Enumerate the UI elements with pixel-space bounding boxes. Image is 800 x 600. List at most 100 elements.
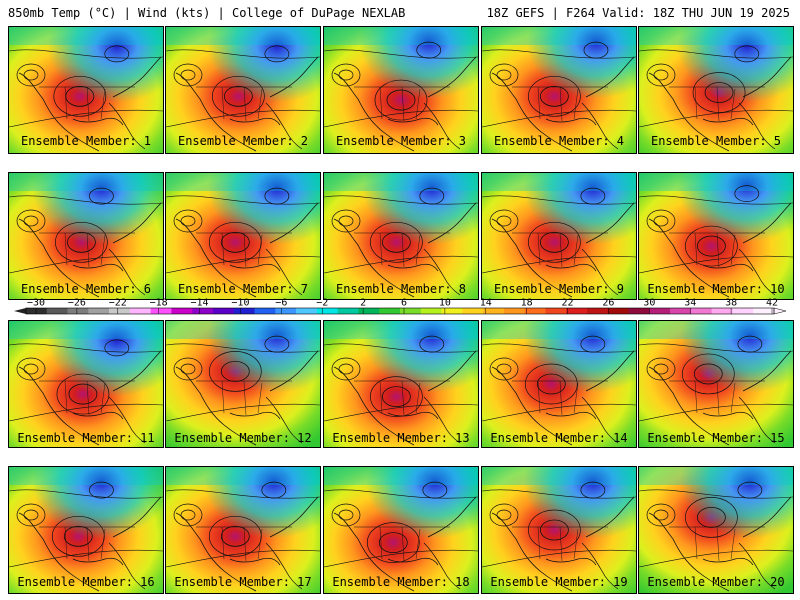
map-panel-member-9: [481, 172, 637, 300]
legend-swatch: [483, 308, 505, 314]
member-caption: Ensemble Member: 15: [647, 431, 785, 445]
map-panel-member-7: [165, 172, 321, 300]
member-caption: Ensemble Member: 17: [174, 575, 312, 589]
map-panel-member-14: [481, 320, 637, 448]
member-caption: Ensemble Member: 13: [332, 431, 470, 445]
legend-tick-label: 38: [725, 298, 737, 309]
legend-right-arrow: [773, 307, 787, 315]
member-caption: Ensemble Member: 14: [490, 431, 628, 445]
legend-swatch: [26, 308, 48, 314]
temperature-map: [639, 321, 793, 447]
temperature-map: [482, 467, 636, 593]
legend-swatch: [379, 308, 401, 314]
temperature-map: [639, 173, 793, 299]
legend-swatch: [358, 308, 380, 314]
member-caption: Ensemble Member: 12: [174, 431, 312, 445]
legend-tick-label: −6: [275, 298, 287, 309]
member-caption: Ensemble Member: 1: [20, 134, 152, 148]
member-caption: Ensemble Member: 19: [490, 575, 628, 589]
legend-tick-label: −30: [27, 298, 45, 309]
legend-tick-label: −18: [150, 298, 168, 309]
member-caption: Ensemble Member: 6: [20, 282, 152, 296]
legend-swatch: [192, 308, 214, 314]
temperature-map: [9, 173, 163, 299]
map-panel-member-11: [8, 320, 164, 448]
member-caption: Ensemble Member: 9: [493, 282, 625, 296]
map-panel-member-10: [638, 172, 794, 300]
legend-swatch: [254, 308, 276, 314]
map-panel-member-16: [8, 466, 164, 594]
legend-swatch: [46, 308, 68, 314]
legend-swatch: [545, 308, 567, 314]
temperature-map: [9, 27, 163, 153]
legend-tick-label: 26: [602, 298, 614, 309]
legend-swatch: [670, 308, 692, 314]
legend-swatch: [400, 308, 422, 314]
map-panel-member-8: [323, 172, 479, 300]
map-panel-member-17: [165, 466, 321, 594]
map-panel-member-6: [8, 172, 164, 300]
map-panel-member-15: [638, 320, 794, 448]
legend-tick-label: −22: [109, 298, 127, 309]
legend-tick-label: 2: [360, 298, 366, 309]
temperature-map: [166, 27, 320, 153]
temperature-map: [639, 467, 793, 593]
legend-swatch: [213, 308, 235, 314]
temperature-map: [482, 27, 636, 153]
header-title: 850mb Temp (°C) | Wind (kts) | College o…: [8, 6, 406, 20]
legend-swatch: [337, 308, 359, 314]
map-panel-member-18: [323, 466, 479, 594]
legend-swatch: [275, 308, 297, 314]
legend-swatch: [628, 308, 650, 314]
legend-tick-label: 6: [401, 298, 407, 309]
legend-swatch: [524, 308, 546, 314]
legend-swatch: [503, 308, 525, 314]
legend-swatch: [109, 308, 131, 314]
temperature-map: [166, 321, 320, 447]
legend-tick-label: 14: [480, 298, 492, 309]
legend-swatch: [732, 308, 754, 314]
temperature-map: [639, 27, 793, 153]
temperature-map: [9, 467, 163, 593]
map-panel-member-5: [638, 26, 794, 154]
legend-tick-label: 22: [562, 298, 574, 309]
temperature-map: [324, 321, 478, 447]
temperature-map: [166, 173, 320, 299]
member-caption: Ensemble Member: 11: [17, 431, 155, 445]
temperature-map: [324, 173, 478, 299]
temperature-map: [482, 173, 636, 299]
legend-swatch: [150, 308, 172, 314]
temperature-map: [324, 27, 478, 153]
map-panel-member-1: [8, 26, 164, 154]
member-caption: Ensemble Member: 2: [177, 134, 309, 148]
member-caption: Ensemble Member: 7: [177, 282, 309, 296]
member-caption: Ensemble Member: 4: [493, 134, 625, 148]
legend-tick-label: −14: [191, 298, 209, 309]
map-panel-member-19: [481, 466, 637, 594]
temperature-map: [324, 467, 478, 593]
legend-swatch: [88, 308, 110, 314]
legend-swatch: [171, 308, 193, 314]
legend-swatch: [711, 308, 733, 314]
legend-tick-label: −26: [68, 298, 86, 309]
legend-swatch: [607, 308, 629, 314]
legend-swatch: [316, 308, 338, 314]
legend-swatch: [67, 308, 89, 314]
legend-swatch: [690, 308, 712, 314]
map-panel-member-2: [165, 26, 321, 154]
map-panel-member-3: [323, 26, 479, 154]
legend-swatch: [233, 308, 255, 314]
member-caption: Ensemble Member: 5: [650, 134, 782, 148]
temperature-map: [166, 467, 320, 593]
header-run-info: 18Z GEFS | F264 Valid: 18Z THU JUN 19 20…: [486, 6, 790, 20]
legend-swatch: [462, 308, 484, 314]
legend-left-arrow: [14, 308, 26, 314]
legend-tick-label: 34: [684, 298, 696, 309]
map-panel-member-4: [481, 26, 637, 154]
member-caption: Ensemble Member: 16: [17, 575, 155, 589]
legend-tick-label: 18: [521, 298, 533, 309]
legend-swatch: [129, 308, 151, 314]
map-panel-member-13: [323, 320, 479, 448]
legend-tick-label: 10: [439, 298, 451, 309]
temperature-map: [482, 321, 636, 447]
